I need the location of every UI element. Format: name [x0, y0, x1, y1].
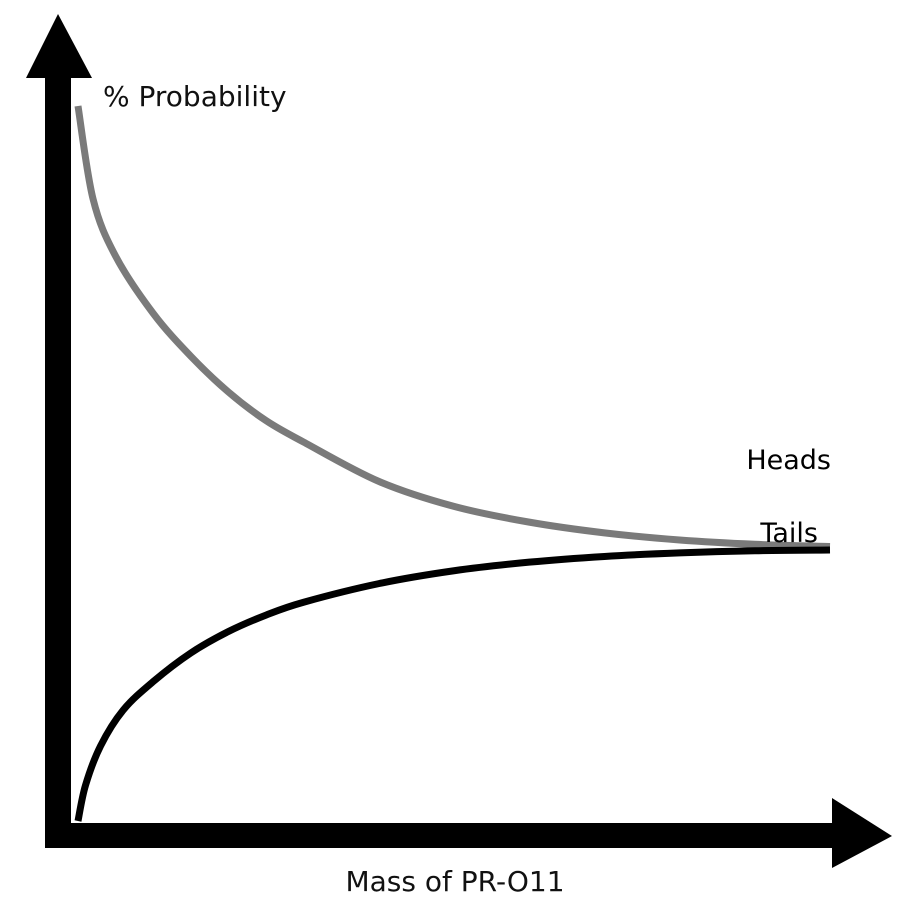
series-label-heads: Heads: [746, 445, 831, 476]
series-line-tails: [74, 546, 831, 822]
series-line-heads: [74, 105, 831, 550]
x-axis-arrowhead: [832, 798, 892, 868]
x-axis-label: Mass of PR-O11: [345, 865, 564, 898]
series-label-tails: Tails: [759, 518, 818, 549]
y-axis-label: % Probability: [103, 80, 287, 113]
y-axis-line: [45, 70, 71, 848]
series-lines: [74, 105, 831, 822]
y-axis-arrowhead: [26, 14, 92, 78]
x-axis-line: [45, 823, 840, 848]
